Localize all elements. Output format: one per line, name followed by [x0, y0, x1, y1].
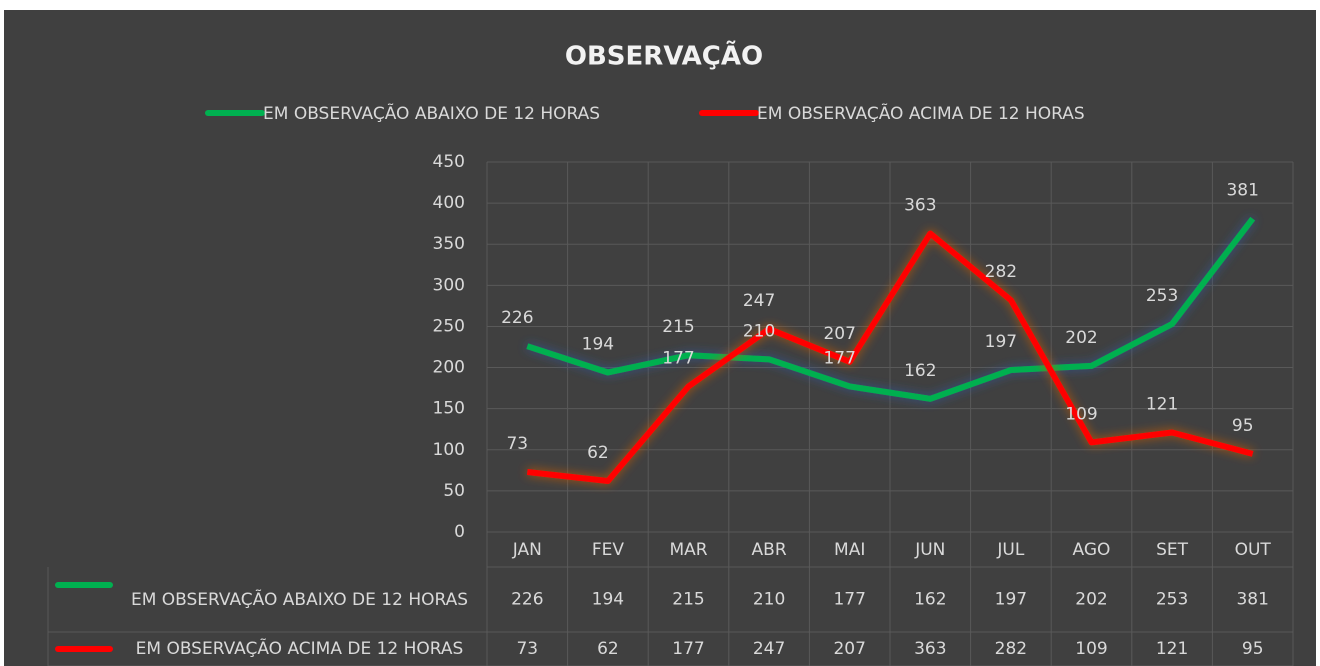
y-tick-label: 50	[443, 481, 465, 501]
data-label: 177	[823, 348, 855, 368]
data-label: 177	[662, 348, 694, 368]
x-tick-label: FEV	[592, 540, 625, 560]
data-label: 226	[501, 308, 533, 328]
line-series	[526, 216, 1256, 402]
table-value: 253	[1156, 590, 1188, 610]
table-value: 381	[1236, 590, 1268, 610]
x-tick-label: OUT	[1235, 540, 1272, 560]
table-value: 363	[914, 639, 946, 659]
table-value: 62	[597, 639, 619, 659]
table-value: 226	[511, 590, 543, 610]
y-tick-label: 300	[433, 275, 465, 295]
data-label: 282	[985, 262, 1017, 282]
table-value: 162	[914, 590, 946, 610]
data-label: 109	[1065, 404, 1097, 424]
data-label: 62	[587, 443, 609, 463]
table-value: 109	[1075, 639, 1107, 659]
legend-label: EM OBSERVAÇÃO ACIMA DE 12 HORAS	[757, 102, 1085, 124]
chart-background	[4, 10, 1316, 666]
x-tick-label: JUN	[914, 540, 945, 560]
data-label: 162	[904, 361, 936, 381]
y-tick-label: 200	[433, 358, 465, 378]
x-tick-label: JAN	[512, 540, 542, 560]
table-value: 210	[753, 590, 785, 610]
x-tick-label: SET	[1156, 540, 1189, 560]
table-value: 197	[995, 590, 1027, 610]
chart-title: OBSERVAÇÃO	[565, 40, 763, 72]
table-series-name: EM OBSERVAÇÃO ACIMA DE 12 HORAS	[135, 639, 464, 659]
legend-label: EM OBSERVAÇÃO ABAIXO DE 12 HORAS	[263, 102, 600, 124]
data-label: 363	[904, 196, 936, 216]
table-row-header: EM OBSERVAÇÃO ABAIXO DE 12 HORAS	[130, 589, 469, 610]
table-value: 202	[1075, 590, 1107, 610]
data-label: 197	[985, 332, 1017, 352]
table-value: 177	[833, 590, 865, 610]
x-tick-label: ABR	[752, 540, 787, 560]
table-value: 215	[672, 590, 704, 610]
y-tick-label: 450	[433, 152, 465, 172]
data-label: 95	[1232, 416, 1254, 436]
data-label: 247	[743, 291, 775, 311]
data-label: 210	[743, 321, 775, 341]
legend: EM OBSERVAÇÃO ABAIXO DE 12 HORAS EM OBSE…	[205, 102, 1085, 124]
table-value: 177	[672, 639, 704, 659]
table-series-name: EM OBSERVAÇÃO ABAIXO DE 12 HORAS	[130, 589, 469, 610]
data-label: 207	[823, 324, 855, 344]
y-tick-label: 400	[433, 193, 465, 213]
y-tick-label: 0	[454, 522, 465, 542]
data-label: 121	[1146, 395, 1178, 415]
table-value: 207	[833, 639, 865, 659]
table-value: 194	[592, 590, 624, 610]
y-tick-label: 250	[433, 316, 465, 336]
table-value: 73	[516, 639, 538, 659]
y-tick-label: 350	[433, 234, 465, 254]
table-value: 247	[753, 639, 785, 659]
table-value: 282	[995, 639, 1027, 659]
x-tick-label: JUL	[996, 540, 1024, 560]
data-label: 73	[506, 434, 528, 454]
x-tick-label: MAR	[669, 540, 707, 560]
y-tick-label: 150	[433, 399, 465, 419]
data-label: 202	[1065, 328, 1097, 348]
table-row-header: EM OBSERVAÇÃO ACIMA DE 12 HORAS	[135, 639, 464, 659]
table-value: 95	[1242, 639, 1264, 659]
data-label: 215	[662, 317, 694, 337]
data-label: 381	[1226, 181, 1258, 201]
x-tick-label: MAI	[834, 540, 865, 560]
table-value: 121	[1156, 639, 1188, 659]
x-tick-label: AGO	[1073, 540, 1111, 560]
line-series	[526, 230, 1254, 485]
data-label: 253	[1146, 286, 1178, 306]
data-label: 194	[582, 334, 614, 354]
y-tick-label: 100	[433, 440, 465, 460]
